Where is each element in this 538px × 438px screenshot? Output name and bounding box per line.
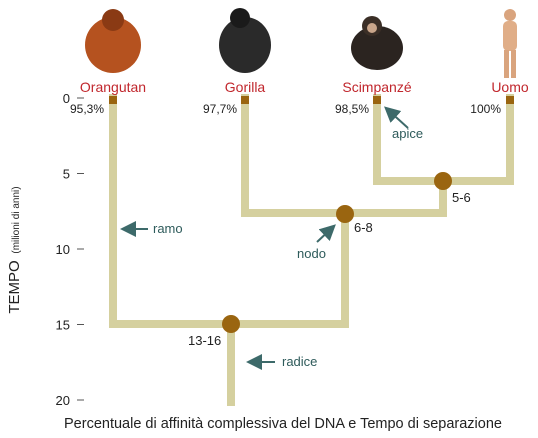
leaf-label: Uomo [491,79,529,95]
y-tick-label: 20 [56,393,70,408]
y-tick-label: 5 [63,167,70,182]
leaf-tip [506,96,514,104]
annotation: nodo [297,246,326,261]
annotation: ramo [153,221,183,236]
gorilla-image [219,8,271,73]
node-label: 13-16 [188,333,221,348]
branch [109,94,349,328]
leaf-label: Scimpanzé [342,79,411,95]
y-tick-label: 15 [56,318,70,333]
leaf-tip [109,96,117,104]
human-image [503,9,517,78]
nodes [222,172,452,333]
axis-label: TEMPO (milioni di anni) [6,186,23,313]
leaf-label: Orangutan [80,79,146,95]
leaf-tips [109,96,514,104]
leaf-tip [241,96,249,104]
node [336,205,354,223]
arrow [384,106,409,129]
axis-unit: (milioni di anni) [11,186,22,253]
orangutan-image [85,9,141,73]
y-tick-label: 10 [56,242,70,257]
leaf-tip [373,96,381,104]
annotation: radice [282,354,317,369]
chimpanzee-image [351,16,403,70]
node [222,315,240,333]
node-label: 5-6 [452,190,471,205]
annotation: apice [392,126,423,141]
arrow [316,224,336,243]
affinity: 100% [470,102,501,116]
node-label: 6-8 [354,220,373,235]
affinity: 95,3% [70,102,104,116]
affinity: 98,5% [335,102,369,116]
y-tick-label: 0 [63,91,70,106]
node [434,172,452,190]
branch [241,94,447,217]
caption: Percentuale di affinità complessiva del … [64,416,502,432]
axis-title: TEMPO [6,260,23,313]
leaf-label: Gorilla [225,79,266,95]
affinity: 97,7% [203,102,237,116]
